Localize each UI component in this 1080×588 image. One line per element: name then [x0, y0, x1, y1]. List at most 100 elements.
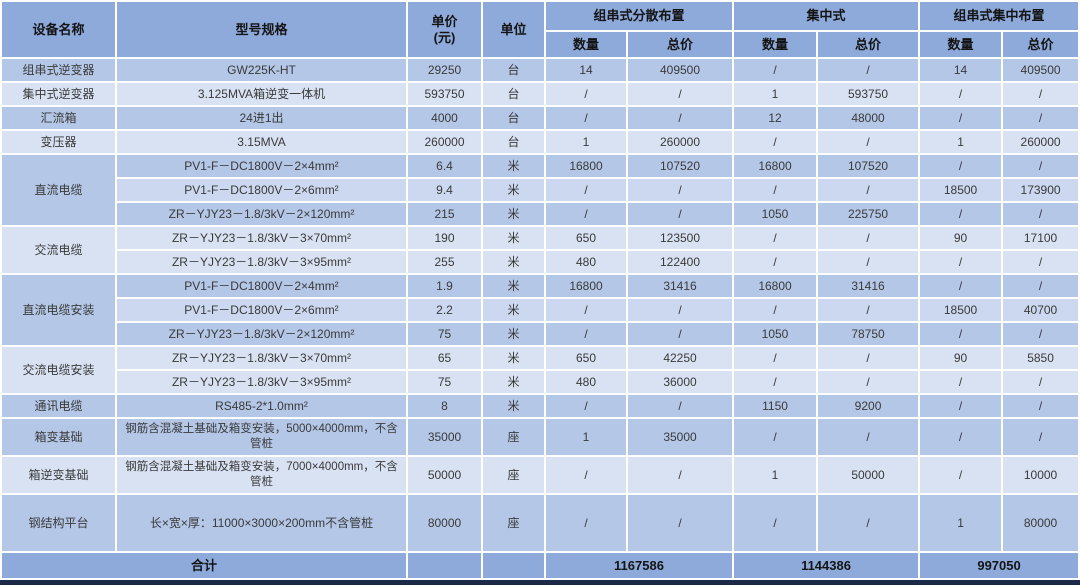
col-header-total-2: 总价	[818, 32, 919, 57]
unit-price-cell: 29250	[408, 59, 481, 81]
qty-cell: 1150	[734, 395, 817, 417]
table-row: PV1-F－DC1800V－2×6mm² 9.4 米 / / //18500 173900	[2, 179, 1079, 201]
total-cell: 260000	[1003, 131, 1079, 153]
qty-cell: /	[546, 107, 626, 129]
col-header-qty-1: 数量	[546, 32, 626, 57]
unit-price-cell: 35000	[408, 419, 481, 455]
unit-price-cell: 80000	[408, 495, 481, 551]
total-cell: /	[1003, 395, 1079, 417]
total-cell: 50000	[818, 457, 919, 493]
model-spec-cell: RS485-2*1.0mm²	[117, 395, 406, 417]
total-cell: /	[1003, 275, 1079, 297]
model-spec-cell: ZR－YJY23－1.8/3kV－3×95mm²	[117, 251, 406, 273]
device-name-cell: 直流电缆	[2, 155, 115, 225]
device-name-cell: 集中式逆变器	[2, 83, 115, 105]
qty-cell: /	[546, 83, 626, 105]
unit-cell: 米	[483, 395, 544, 417]
qty-cell: 18500	[920, 179, 1002, 201]
model-spec-cell: PV1-F－DC1800V－2×4mm²	[117, 155, 406, 177]
header-row-subcolumns: 数量 总价 数量 总价 数量 总价	[2, 32, 1079, 57]
qty-cell: /	[920, 323, 1002, 345]
total-cell: 409500	[628, 59, 733, 81]
model-spec-cell: ZR－YJY23－1.8/3kV－3×70mm²	[117, 227, 406, 249]
qty-cell: /	[546, 323, 626, 345]
device-name-cell: 汇流箱	[2, 107, 115, 129]
total-cell: /	[1003, 323, 1079, 345]
col-group-string-distributed: 组串式分散布置	[546, 2, 733, 30]
total-cell: /	[628, 203, 733, 225]
header-row-groups: 设备名称 型号规格 单价 (元) 单位 组串式分散布置 集中式 组串式集中布置	[2, 2, 1079, 57]
unit-cell: 台	[483, 107, 544, 129]
model-spec-cell: ZR－YJY23－1.8/3kV－2×120mm²	[117, 323, 406, 345]
unit-price-cell: 6.4	[408, 155, 481, 177]
unit-price-cell: 593750	[408, 83, 481, 105]
qty-cell: /	[734, 419, 817, 455]
qty-cell: /	[734, 251, 817, 273]
qty-cell: /	[920, 457, 1002, 493]
qty-cell: /	[734, 179, 817, 201]
qty-cell: /	[920, 251, 1002, 273]
qty-cell: /	[734, 495, 817, 551]
unit-price-cell: 50000	[408, 457, 481, 493]
model-spec-cell: 3.125MVA箱逆变一体机	[117, 83, 406, 105]
qty-cell: /	[920, 107, 1002, 129]
qty-cell: 1	[920, 131, 1002, 153]
total-cell: 31416	[818, 275, 919, 297]
total-cell: 78750	[818, 323, 919, 345]
total-cell: /	[628, 323, 733, 345]
table-row: 集中式逆变器 3.125MVA箱逆变一体机 593750 台 //1 593750//	[2, 83, 1079, 105]
model-spec-cell: ZR－YJY23－1.8/3kV－2×120mm²	[117, 203, 406, 225]
unit-cell: 米	[483, 275, 544, 297]
qty-cell: 1	[546, 419, 626, 455]
table-row: ZR－YJY23－1.8/3kV－2×120mm² 75 米 //1050 78750/…	[2, 323, 1079, 345]
unit-cell: 米	[483, 347, 544, 369]
unit-cell: 座	[483, 457, 544, 493]
total-cell: /	[818, 371, 919, 393]
unit-price-cell: 8	[408, 395, 481, 417]
col-header-device-name: 设备名称	[2, 2, 115, 57]
total-cell: 260000	[628, 131, 733, 153]
col-group-string-centralized: 组串式集中布置	[920, 2, 1079, 30]
col-header-model-spec: 型号规格	[117, 2, 406, 57]
table-row: 直流电缆安装 PV1-F－DC1800V－2×4mm² 1.9 米 16800 31416…	[2, 275, 1079, 345]
total-cell: 9200	[818, 395, 919, 417]
total-cell: 123500	[628, 227, 733, 249]
total-cell: 17100	[1003, 227, 1079, 249]
table-row: ZR－YJY23－1.8/3kV－3×95mm² 255 米 480 122400// /…	[2, 251, 1079, 273]
device-name-cell: 钢结构平台	[2, 495, 115, 551]
table-row: ZR－YJY23－1.8/3kV－2×120mm² 215 米 //1050 22575…	[2, 203, 1079, 225]
table-header: 设备名称 型号规格 单价 (元) 单位 组串式分散布置 集中式 组串式集中布置 …	[2, 2, 1079, 57]
unit-price-cell: 75	[408, 371, 481, 393]
qty-cell: /	[546, 203, 626, 225]
total-cell: /	[1003, 155, 1079, 177]
total-label-cell: 合计	[2, 553, 406, 578]
unit-cell: 台	[483, 131, 544, 153]
total-cell: /	[1003, 83, 1079, 105]
device-name-cell: 箱逆变基础	[2, 457, 115, 493]
model-spec-cell: 24进1出	[117, 107, 406, 129]
total-cell: /	[818, 299, 919, 321]
unit-cell: 台	[483, 59, 544, 81]
unit-price-cell: 260000	[408, 131, 481, 153]
total-cell: /	[628, 457, 733, 493]
total-cell: /	[628, 107, 733, 129]
device-name-cell: 通讯电缆	[2, 395, 115, 417]
table-row: 交流电缆安装 ZR－YJY23－1.8/3kV－3×70mm² 65 米 650 4225…	[2, 347, 1079, 393]
unit-cell: 米	[483, 251, 544, 273]
qty-cell: 650	[546, 227, 626, 249]
unit-cell: 座	[483, 495, 544, 551]
col-header-unit-price: 单价 (元)	[408, 2, 481, 57]
total-cell: 31416	[628, 275, 733, 297]
total-cell: 173900	[1003, 179, 1079, 201]
total-cell: /	[818, 227, 919, 249]
col-header-total-3: 总价	[1003, 32, 1079, 57]
table-row: 交流电缆 ZR－YJY23－1.8/3kV－3×70mm² 190 米 650 12350…	[2, 227, 1079, 273]
unit-cell: 座	[483, 419, 544, 455]
qty-cell: 12	[734, 107, 817, 129]
table-row: 通讯电缆 RS485-2*1.0mm² 8 米 //1150 9200//	[2, 395, 1079, 417]
table-row: 钢结构平台 长×宽×厚：11000×3000×200mm不含管桩 80000 座 / / /…	[2, 495, 1079, 551]
qty-cell: /	[734, 227, 817, 249]
total-cell: 122400	[628, 251, 733, 273]
unit-price-cell: 4000	[408, 107, 481, 129]
